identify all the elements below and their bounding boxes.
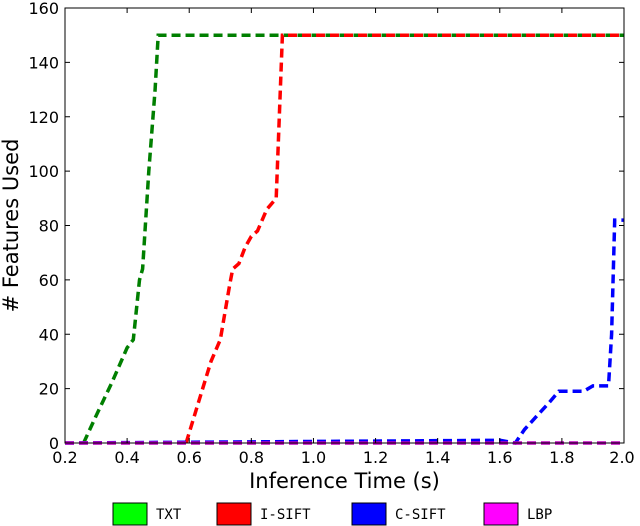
x-tick-label: 0.6 <box>176 448 201 467</box>
x-axis-title: Inference Time (s) <box>249 469 440 493</box>
y-tick-label: 40 <box>39 325 59 344</box>
x-tick-label: 1.2 <box>363 448 388 467</box>
ticks-layer: 0.2 0.4 0.6 0.8 1.0 1.2 1.4 1.6 1.8 2.0 0 20 40 60 80 1… <box>28 0 634 467</box>
series-line-i-sift <box>184 33 624 444</box>
y-tick-label: 120 <box>28 108 59 127</box>
series-line-txt <box>82 33 624 444</box>
y-tick-label: 80 <box>39 217 59 236</box>
legend-label-i-sift: I-SIFT <box>260 507 311 523</box>
y-tick-label: 160 <box>28 0 59 18</box>
legend-label-lbp: LBP <box>527 507 552 523</box>
x-tick-label: 0.4 <box>114 448 139 467</box>
legend-swatch-txt <box>112 502 148 526</box>
series-layer <box>64 33 624 445</box>
legend-swatch-i-sift <box>216 502 252 526</box>
x-tick-label: 2.0 <box>609 448 634 467</box>
y-tick-label: 60 <box>39 271 59 290</box>
y-axis-title: # Features Used <box>0 139 23 313</box>
y-tick-label: 100 <box>28 162 59 181</box>
x-tick-label: 0.2 <box>52 448 77 467</box>
legend: TXT I-SIFT C-SIFT LBP <box>112 502 552 526</box>
x-tick-label: 1.4 <box>425 448 450 467</box>
x-tick-label: 1.6 <box>487 448 512 467</box>
legend-label-txt: TXT <box>156 507 182 523</box>
plot-frame <box>64 7 625 444</box>
y-tick-label: 140 <box>28 53 59 72</box>
y-tick-label: 0 <box>49 434 59 453</box>
legend-label-c-sift: C-SIFT <box>395 507 446 523</box>
legend-swatch-c-sift <box>351 502 387 526</box>
legend-swatch-lbp <box>483 502 519 526</box>
x-tick-label: 0.8 <box>239 448 264 467</box>
y-tick-label: 20 <box>39 380 59 399</box>
x-tick-label: 1.0 <box>301 448 326 467</box>
series-line-c-sift <box>64 218 624 445</box>
x-tick-label: 1.8 <box>549 448 574 467</box>
